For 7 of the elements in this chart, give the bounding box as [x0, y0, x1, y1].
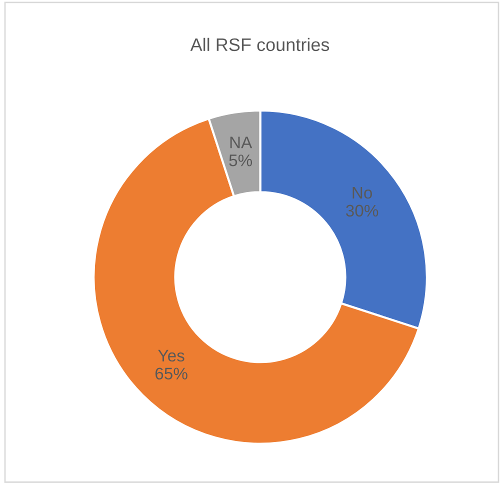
slice-label: Yes [158, 350, 184, 362]
slice-label: No [352, 187, 372, 199]
slice-label: NA [230, 136, 252, 148]
data-label: 30% [346, 204, 378, 217]
data-label: 65% [155, 368, 188, 380]
chart-title: All RSF countries [190, 38, 330, 52]
data-label: 5% [229, 154, 252, 166]
